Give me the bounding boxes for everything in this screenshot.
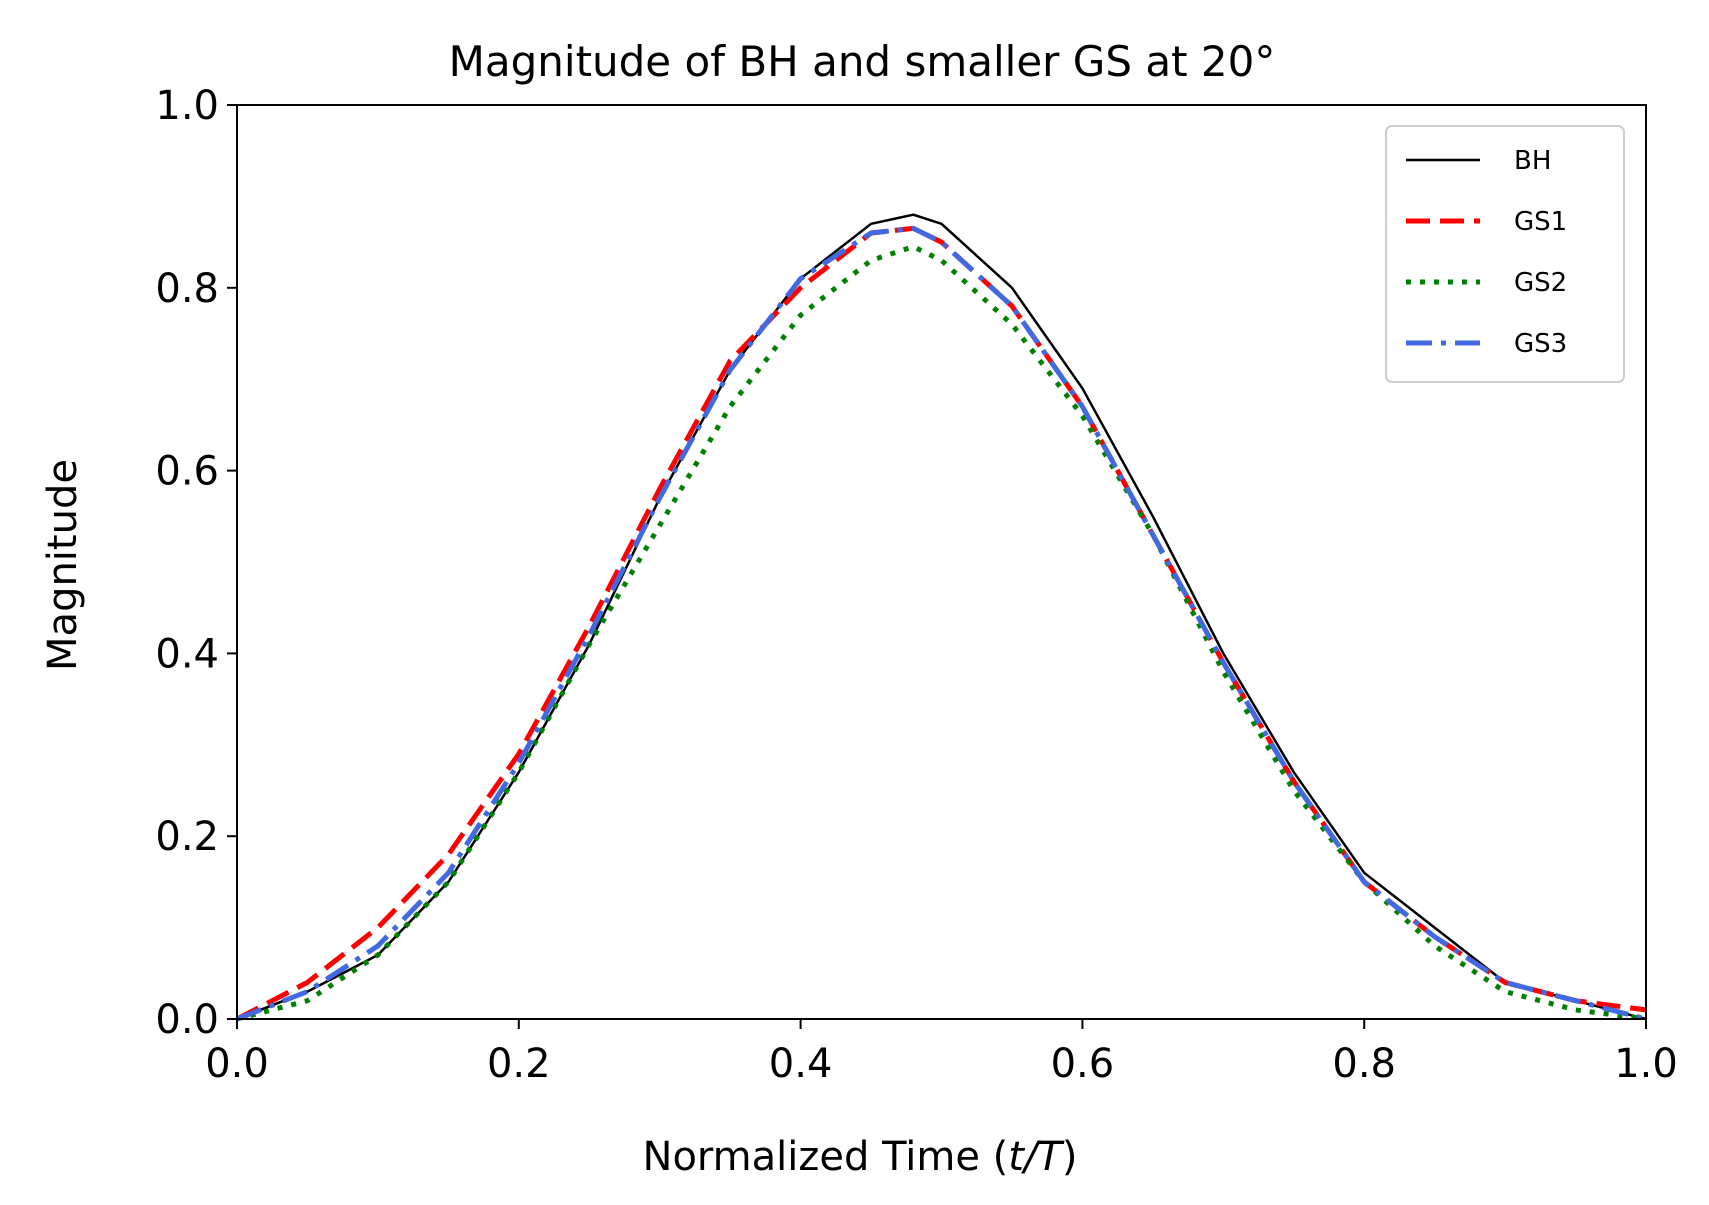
y-tick-label: 0.4	[155, 631, 219, 677]
legend: BH GS1 GS2 GS3	[1385, 125, 1625, 383]
y-tick-label: 0.6	[155, 449, 219, 495]
x-tick-label: 0.2	[487, 1041, 551, 1087]
x-tick-label: 1.0	[1614, 1041, 1678, 1087]
y-tick-label: 0.2	[155, 814, 219, 860]
x-tick-label: 0.6	[1051, 1041, 1115, 1087]
plot-lines	[235, 213, 1647, 1022]
y-axis-label: Magnitude	[40, 459, 86, 671]
y-tick-label: 0.8	[155, 266, 219, 312]
x-tick-label: 0.0	[205, 1041, 269, 1087]
legend-label-gs2: GS2	[1514, 268, 1567, 298]
y-tick-label: 1.0	[155, 83, 219, 129]
legend-label-bh: BH	[1514, 146, 1551, 176]
x-axis-label: Normalized Time (t/T)	[643, 1134, 1078, 1180]
series-line-gs3	[236, 225, 1647, 1022]
y-axis: 0.0 0.2 0.4 0.6 0.8 1.0	[155, 83, 237, 1043]
legend-frame	[1385, 125, 1625, 383]
legend-label-gs3: GS3	[1514, 329, 1567, 359]
series-line-gs2	[236, 244, 1647, 1022]
x-axis: 0.0 0.2 0.4 0.6 0.8 1.0	[205, 1019, 1678, 1087]
legend-label-gs1: GS1	[1514, 207, 1567, 237]
plot-frame	[236, 104, 1647, 1020]
x-tick-label: 0.8	[1332, 1041, 1396, 1087]
y-tick-label: 0.0	[155, 997, 219, 1043]
chart-title: Magnitude of BH and smaller GS at 20°	[449, 37, 1276, 86]
x-tick-label: 0.4	[769, 1041, 833, 1087]
